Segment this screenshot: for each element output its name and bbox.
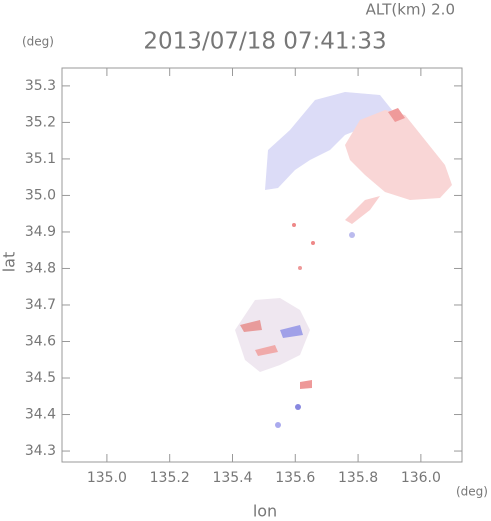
red-cell	[240, 320, 262, 332]
x-unit: (deg)	[456, 485, 488, 499]
blue-cell	[275, 422, 281, 428]
radar-echoes	[235, 92, 452, 428]
x-tick-label: 135.6	[275, 470, 315, 486]
y-tick-label: 35.1	[25, 151, 56, 167]
y-tick-label: 34.7	[25, 297, 56, 313]
x-tick-label: 135.0	[87, 470, 127, 486]
red-cell	[300, 380, 312, 389]
chart-title: 2013/07/18 07:41:33	[143, 29, 386, 55]
red-strip	[345, 196, 380, 224]
x-tick-label: 136.0	[401, 470, 441, 486]
y-axis-label: lat	[0, 252, 19, 273]
y-tick-label: 35.0	[25, 187, 56, 203]
red-cell	[255, 345, 278, 356]
x-tick-label: 135.8	[338, 470, 378, 486]
y-tick-label: 34.8	[25, 260, 56, 276]
y-tick-label: 35.2	[25, 114, 56, 130]
scatter-area	[235, 298, 310, 372]
y-tick-label: 34.5	[25, 370, 56, 386]
red-cell	[292, 223, 296, 227]
y-tick-label: 34.3	[25, 443, 56, 459]
blue-region	[265, 92, 392, 190]
red-region	[345, 110, 452, 200]
x-tick-label: 135.4	[212, 470, 252, 486]
blue-cell	[349, 232, 355, 238]
red-cell	[298, 266, 302, 270]
plot-frame	[61, 67, 463, 463]
y-tick-label: 34.4	[25, 407, 56, 423]
y-tick-label: 35.3	[25, 78, 56, 94]
blue-cell	[295, 404, 301, 410]
y-tick-label: 34.6	[25, 333, 56, 349]
y-tick-label: 34.9	[25, 224, 56, 240]
red-cell	[311, 241, 315, 245]
blue-cell	[280, 325, 303, 338]
x-tick-label: 135.2	[150, 470, 190, 486]
altitude-annotation: ALT(km) 2.0	[366, 1, 455, 19]
y-unit: (deg)	[22, 35, 54, 49]
red-core	[388, 108, 405, 122]
x-axis-label: lon	[253, 502, 277, 521]
